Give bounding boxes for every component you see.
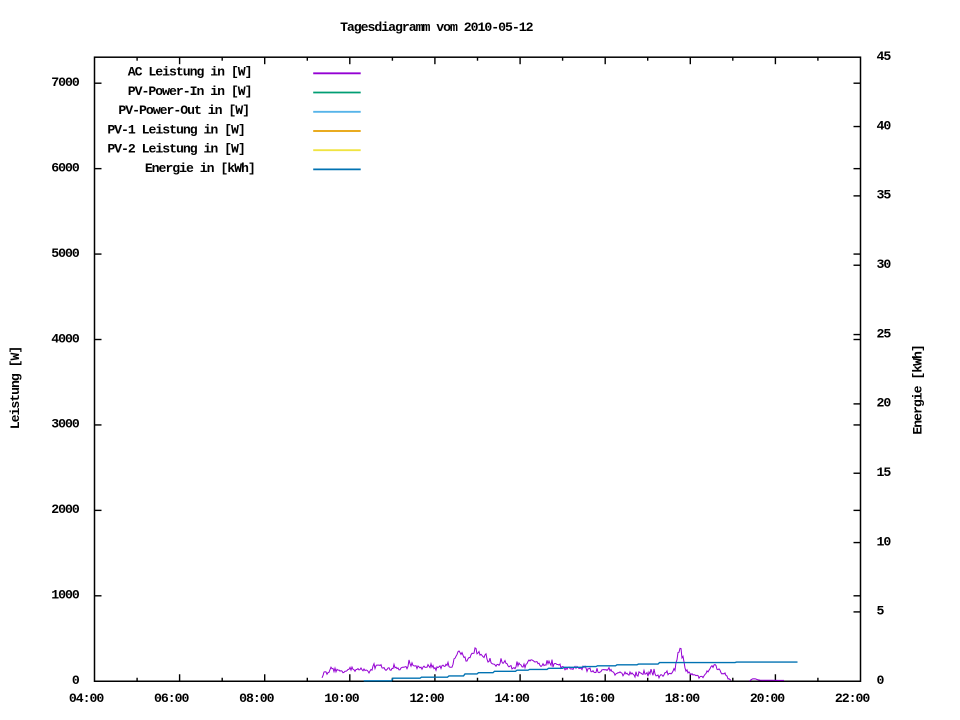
svg-text:20:00: 20:00 (750, 691, 785, 706)
svg-text:5000: 5000 (51, 246, 80, 261)
svg-text:6000: 6000 (51, 160, 80, 175)
svg-text:25: 25 (877, 326, 892, 341)
svg-text:4000: 4000 (51, 331, 80, 346)
svg-text:Tagesdiagramm vom 2010-05-12: Tagesdiagramm vom 2010-05-12 (340, 20, 534, 35)
svg-text:45: 45 (877, 49, 892, 64)
svg-text:0: 0 (72, 673, 80, 688)
svg-text:PV-1 Leistung in [W]: PV-1 Leistung in [W] (107, 122, 244, 137)
svg-text:20: 20 (877, 396, 892, 411)
svg-text:08:00: 08:00 (239, 691, 274, 706)
svg-text:30: 30 (877, 257, 892, 272)
svg-text:PV-Power-Out in [W]: PV-Power-Out in [W] (118, 103, 249, 118)
svg-text:7000: 7000 (51, 75, 80, 90)
svg-text:AC Leistung in [W]: AC Leistung in [W] (128, 65, 252, 80)
svg-text:10: 10 (877, 534, 892, 549)
svg-text:1000: 1000 (51, 588, 80, 603)
svg-text:40: 40 (877, 118, 892, 133)
svg-text:15: 15 (877, 465, 892, 480)
svg-text:16:00: 16:00 (580, 691, 615, 706)
svg-text:0: 0 (877, 673, 885, 688)
svg-text:2000: 2000 (51, 502, 80, 517)
svg-text:22:00: 22:00 (835, 691, 870, 706)
svg-text:04:00: 04:00 (69, 691, 104, 706)
svg-text:3000: 3000 (51, 417, 80, 432)
svg-text:18:00: 18:00 (665, 691, 700, 706)
svg-text:14:00: 14:00 (495, 691, 530, 706)
svg-text:PV-2 Leistung in [W]: PV-2 Leistung in [W] (107, 142, 244, 157)
svg-text:35: 35 (877, 188, 892, 203)
svg-text:10:00: 10:00 (324, 691, 359, 706)
svg-text:12:00: 12:00 (409, 691, 444, 706)
svg-text:PV-Power-In in [W]: PV-Power-In in [W] (128, 84, 252, 99)
svg-text:06:00: 06:00 (154, 691, 189, 706)
svg-text:Energie [kWh]: Energie [kWh] (910, 345, 925, 434)
svg-text:5: 5 (877, 604, 885, 619)
svg-text:Leistung [W]: Leistung [W] (8, 347, 23, 430)
svg-text:Energie in [kWh]: Energie in [kWh] (145, 161, 255, 176)
